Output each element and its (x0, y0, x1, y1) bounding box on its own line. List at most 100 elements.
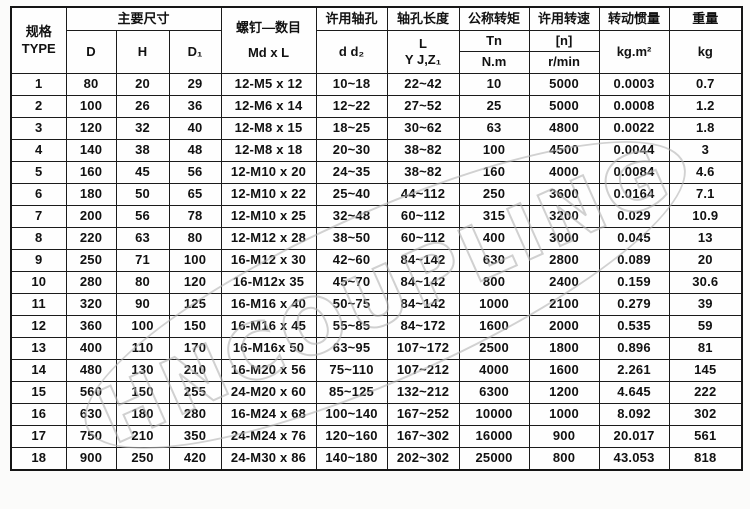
table-cell: 0.535 (598, 315, 670, 338)
table-cell: 81 (668, 337, 743, 360)
table-cell: 12-M8 x 15 (220, 117, 317, 140)
table-cell: 13 (10, 337, 67, 360)
table-cell: 125 (168, 293, 222, 316)
table-cell: 4 (10, 139, 67, 162)
table-cell: 45 (115, 161, 170, 184)
table-cell: 160 (458, 161, 530, 184)
table-cell: 900 (65, 447, 117, 470)
table-cell: 27~52 (386, 95, 460, 118)
table-cell: 43.053 (598, 447, 670, 470)
table-cell: 14 (10, 359, 67, 382)
table-cell: 12-M5 x 12 (220, 73, 317, 96)
table-cell: 302 (668, 403, 743, 426)
table-cell: 6 (10, 183, 67, 206)
table-cell: 42~60 (315, 249, 388, 272)
table-cell: 15 (10, 381, 67, 404)
table-cell: 16-M24 x 68 (220, 403, 317, 426)
header-torque-symbol: Tn (458, 30, 530, 52)
header-bore: 许用轴孔 (315, 6, 388, 31)
table-cell: 210 (168, 359, 222, 382)
table-cell: 140 (65, 139, 117, 162)
header-bore-length: 轴孔长度 (386, 6, 460, 31)
table-cell: 250 (115, 447, 170, 470)
header-bore-length-L: L (419, 35, 427, 51)
table-cell: 315 (458, 205, 530, 228)
table-cell: 630 (65, 403, 117, 426)
table-cell: 480 (65, 359, 117, 382)
table-cell: 320 (65, 293, 117, 316)
table-cell: 100 (65, 95, 117, 118)
table-cell: 107~212 (386, 359, 460, 382)
table-cell: 250 (458, 183, 530, 206)
table-cell: 0.7 (668, 73, 743, 96)
table-cell: 100 (458, 139, 530, 162)
table-cell: 39 (668, 293, 743, 316)
table-cell: 0.0003 (598, 73, 670, 96)
header-col-D: D (65, 30, 117, 74)
table-cell: 36 (168, 95, 222, 118)
table-cell: 8.092 (598, 403, 670, 426)
table-cell: 2400 (528, 271, 600, 294)
table-cell: 1600 (528, 359, 600, 382)
table-cell: 90 (115, 293, 170, 316)
table-cell: 84~142 (386, 249, 460, 272)
table-cell: 63 (458, 117, 530, 140)
table-cell: 16000 (458, 425, 530, 448)
table-cell: 750 (65, 425, 117, 448)
header-bore-sub: d d₂ (315, 30, 388, 74)
table-row: 9 250 71 100 16-M12 x 30 42~60 84~142 630 2800 0.… (10, 249, 743, 272)
table-cell: 0.159 (598, 271, 670, 294)
table-cell: 110 (115, 337, 170, 360)
header-speed-symbol: [n] (528, 30, 600, 52)
table-cell: 167~302 (386, 425, 460, 448)
table-cell: 400 (458, 227, 530, 250)
table-cell: 24-M24 x 76 (220, 425, 317, 448)
table-cell: 18~25 (315, 117, 388, 140)
header-screws: 螺钉—数目 Md x L (220, 6, 317, 74)
table-cell: 0.0164 (598, 183, 670, 206)
table-cell: 16-M12 x 30 (220, 249, 317, 272)
table-cell: 2.261 (598, 359, 670, 382)
header-weight-unit: kg (668, 30, 743, 74)
table-cell: 10~18 (315, 73, 388, 96)
table-cell: 80 (168, 227, 222, 250)
table-cell: 630 (458, 249, 530, 272)
table-cell: 280 (168, 403, 222, 426)
table-cell: 29 (168, 73, 222, 96)
table-cell: 12 (10, 315, 67, 338)
table-cell: 120 (65, 117, 117, 140)
header-weight: 重量 (668, 6, 743, 31)
table-cell: 8 (10, 227, 67, 250)
table-cell: 24-M20 x 60 (220, 381, 317, 404)
table-cell: 59 (668, 315, 743, 338)
table-cell: 25~40 (315, 183, 388, 206)
table-cell: 1.8 (668, 117, 743, 140)
table-cell: 10 (10, 271, 67, 294)
table-cell: 63 (115, 227, 170, 250)
table-cell: 75~110 (315, 359, 388, 382)
table-cell: 350 (168, 425, 222, 448)
table-cell: 4000 (458, 359, 530, 382)
table-cell: 12~22 (315, 95, 388, 118)
header-torque: 公称转矩 (458, 6, 530, 31)
table-cell: 50 (115, 183, 170, 206)
table-cell: 10.9 (668, 205, 743, 228)
table-cell: 180 (115, 403, 170, 426)
table-cell: 16-M16 x 45 (220, 315, 317, 338)
table-header: 规格 TYPE 主要尺寸 螺钉—数目 Md x L 许用轴孔 轴孔长度 公称转矩 许… (10, 6, 743, 74)
table-cell: 32 (115, 117, 170, 140)
table-row: 17 750 210 350 24-M24 x 76 120~160 167~302 1600… (10, 425, 743, 448)
table-cell: 200 (65, 205, 117, 228)
table-cell: 78 (168, 205, 222, 228)
table-cell: 22~42 (386, 73, 460, 96)
table-cell: 4800 (528, 117, 600, 140)
table-cell: 560 (65, 381, 117, 404)
header-inertia: 转动惯量 (598, 6, 670, 31)
table-cell: 16-M12x 35 (220, 271, 317, 294)
table-cell: 210 (115, 425, 170, 448)
table-cell: 120 (168, 271, 222, 294)
table-cell: 0.0022 (598, 117, 670, 140)
table-cell: 7 (10, 205, 67, 228)
table-cell: 3200 (528, 205, 600, 228)
